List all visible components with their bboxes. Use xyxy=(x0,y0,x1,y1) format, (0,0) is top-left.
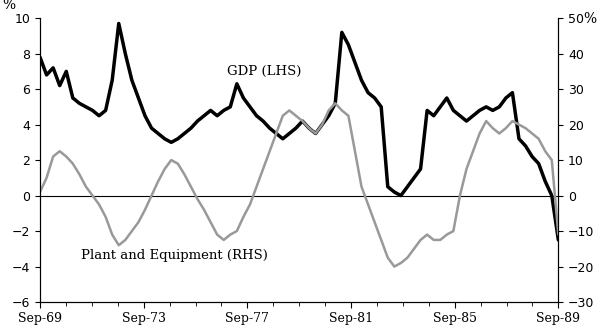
Text: GDP (LHS): GDP (LHS) xyxy=(227,65,301,78)
Y-axis label: %: % xyxy=(2,0,16,13)
Y-axis label: %: % xyxy=(583,13,596,26)
Text: Plant and Equipment (RHS): Plant and Equipment (RHS) xyxy=(82,250,268,262)
